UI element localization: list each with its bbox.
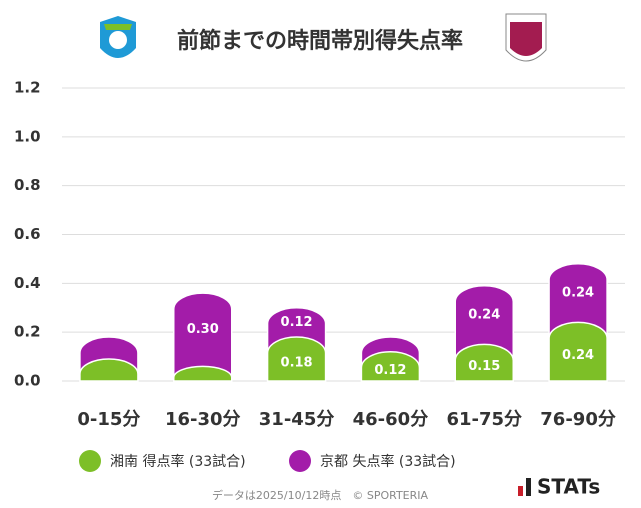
bar-segment	[454, 343, 514, 382]
bar-segment	[548, 321, 608, 382]
bar-segment	[548, 263, 608, 338]
away-logo	[505, 13, 547, 62]
y-tick-label: 0.2	[14, 323, 41, 341]
bar-segment	[173, 292, 233, 382]
x-tick-label: 16-30分	[165, 409, 241, 430]
legend-label: 京都 失点率 (33試合)	[320, 453, 456, 470]
bar-segment	[360, 350, 421, 382]
value-label: 0.18	[281, 356, 313, 371]
y-tick-label: 0.0	[14, 372, 41, 390]
legend-swatch	[289, 450, 311, 472]
bar-segment	[454, 285, 514, 360]
value-label: 0.12	[281, 315, 313, 330]
x-tick-label: 61-75分	[446, 409, 522, 430]
home-logo	[100, 16, 136, 58]
y-tick-label: 0.4	[14, 274, 41, 292]
value-label: 0.24	[562, 286, 594, 301]
bar-segment	[173, 365, 233, 382]
x-tick-label: 31-45分	[259, 409, 335, 430]
legend-swatch	[79, 450, 101, 472]
y-tick-label: 0.6	[14, 225, 41, 243]
value-label: 0.24	[562, 348, 594, 363]
value-label: 0.15	[468, 359, 500, 374]
chart-title: 前節までの時間帯別得失点率	[177, 28, 463, 54]
x-tick-label: 76-90分	[540, 409, 616, 430]
bar-segment	[79, 358, 139, 382]
footer-note: データは2025/10/12時点 © SPORTERIA	[212, 488, 429, 502]
value-label: 0.24	[468, 308, 500, 323]
value-label: 0.30	[187, 322, 219, 337]
y-tick-label: 1.0	[14, 127, 41, 145]
x-tick-label: 46-60分	[353, 409, 429, 430]
y-tick-label: 1.2	[14, 79, 41, 97]
legend-label: 湘南 得点率 (33試合)	[110, 453, 246, 470]
value-label: 0.12	[374, 363, 406, 378]
x-tick-label: 0-15分	[77, 409, 140, 430]
bar-segment	[266, 336, 327, 382]
brand: STATs	[537, 475, 600, 499]
footer: データは2025/10/12時点 © SPORTERIA STATs	[212, 475, 600, 503]
y-tick-label: 0.8	[14, 176, 41, 194]
